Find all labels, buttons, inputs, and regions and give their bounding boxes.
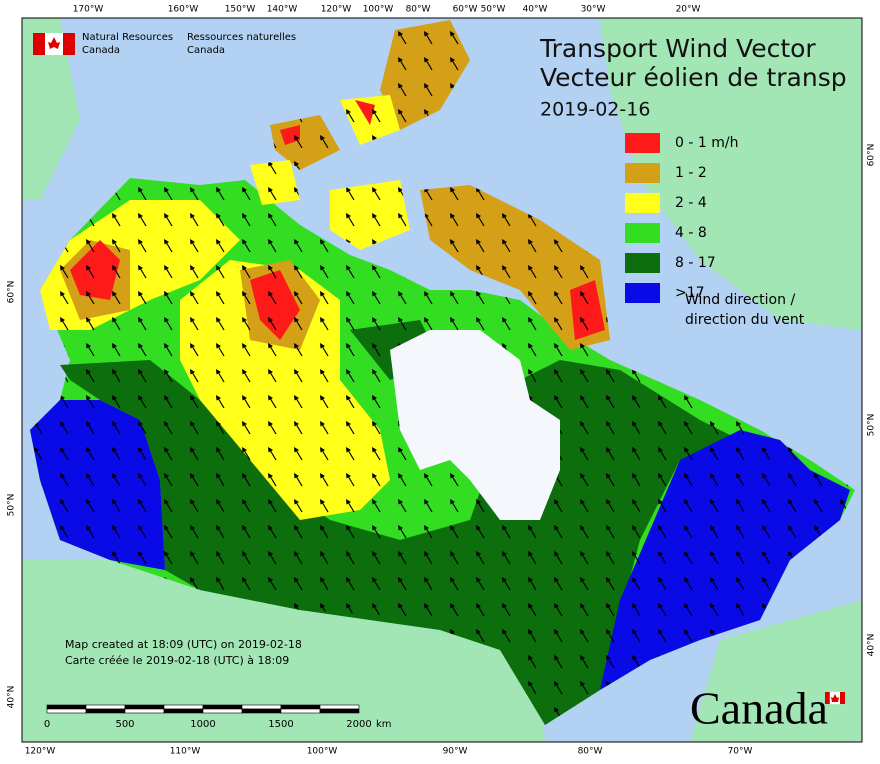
legend-label: >17 bbox=[675, 285, 705, 301]
scale-label: 500 bbox=[115, 719, 134, 730]
legend-swatch bbox=[625, 253, 660, 273]
title: Vecteur éolien de transp bbox=[540, 63, 847, 92]
scale-bar: 0 500 1000 1500 2000 km bbox=[44, 704, 392, 730]
longitude-label: 20°W bbox=[676, 5, 701, 15]
longitude-label: 150°W bbox=[225, 5, 256, 15]
note: Map created at 18:09 (UTC) on 2019-02-18 bbox=[65, 638, 302, 651]
legend-swatch bbox=[625, 193, 660, 213]
legend-swatch bbox=[625, 223, 660, 243]
map-body: Transport Wind Vector Vecteur éolien de … bbox=[22, 18, 862, 742]
latitude-label: 40°N bbox=[867, 634, 877, 657]
scale-segment bbox=[319, 704, 360, 710]
scale-segment bbox=[85, 708, 126, 714]
longitude-label: 60°W bbox=[453, 5, 478, 15]
wind-legend: direction du vent bbox=[685, 312, 805, 328]
legend: Wind direction / direction du vent 0 - 1… bbox=[625, 133, 805, 328]
scale-label: 1500 bbox=[268, 719, 293, 730]
usa bbox=[22, 560, 545, 742]
scale-segment bbox=[85, 704, 126, 710]
longitude-label: 110°W bbox=[170, 747, 201, 757]
greenland bbox=[600, 18, 862, 330]
note: Carte créée le 2019-02-18 (UTC) à 18:09 bbox=[65, 654, 289, 667]
scale-unit: km bbox=[376, 719, 392, 730]
longitude-label: 170°W bbox=[73, 5, 104, 15]
agency-en: Canada bbox=[82, 45, 120, 56]
agency-fr: Ressources naturelles bbox=[187, 32, 296, 43]
latitude-label: 50°N bbox=[867, 414, 877, 437]
scale-segment bbox=[124, 704, 165, 710]
scale-segment bbox=[124, 708, 165, 714]
scale-segment bbox=[241, 708, 282, 714]
longitude-label: 140°W bbox=[267, 5, 298, 15]
longitude-label: 80°W bbox=[406, 5, 431, 15]
usa-east bbox=[690, 600, 862, 742]
scale-segment bbox=[280, 708, 321, 714]
wind-legend: Wind direction / bbox=[685, 292, 795, 308]
scale-segment bbox=[241, 704, 282, 710]
date: 2019-02-16 bbox=[540, 99, 650, 121]
longitude-label: 70°W bbox=[728, 747, 753, 757]
scale-segment bbox=[280, 704, 321, 710]
longitude-label: 30°W bbox=[581, 5, 606, 15]
legend-label: 2 - 4 bbox=[675, 195, 707, 211]
longitude-label: 100°W bbox=[363, 5, 394, 15]
longitude-label: 40°W bbox=[523, 5, 548, 15]
scale-segment bbox=[163, 708, 204, 714]
hudson-bay bbox=[390, 330, 560, 520]
scale-segment bbox=[319, 708, 360, 714]
longitude-label: 120°W bbox=[25, 747, 56, 757]
latitude-label: 40°N bbox=[7, 686, 17, 709]
longitude-label: 90°W bbox=[443, 747, 468, 757]
longitude-label: 120°W bbox=[321, 5, 352, 15]
legend-swatch bbox=[625, 283, 660, 303]
agency-en: Natural Resources bbox=[82, 32, 173, 43]
legend-swatch bbox=[625, 163, 660, 183]
wordmark-text: Canada bbox=[690, 683, 828, 734]
agency-fr: Canada bbox=[187, 45, 225, 56]
nrcan-logo: Natural Resources Canada Ressources natu… bbox=[33, 32, 296, 56]
legend-label: 0 - 1 m/h bbox=[675, 135, 738, 151]
scale-segment bbox=[46, 704, 87, 710]
scale-segment bbox=[202, 708, 243, 714]
scale-label: 0 bbox=[44, 719, 50, 730]
longitude-label: 80°W bbox=[578, 747, 603, 757]
longitude-label: 50°W bbox=[481, 5, 506, 15]
russia bbox=[22, 18, 80, 200]
graticule-labels: 170°W 160°W 150°W 140°W 120°W 100°W 80°W 60°W 50… bbox=[7, 5, 877, 757]
latitude-label: 50°N bbox=[7, 494, 17, 517]
legend-label: 4 - 8 bbox=[675, 225, 707, 241]
scale-segment bbox=[163, 704, 204, 710]
legend-label: 8 - 17 bbox=[675, 255, 716, 271]
latitude-label: 60°N bbox=[7, 281, 17, 304]
scale-segment bbox=[202, 704, 243, 710]
scale-label: 2000 bbox=[346, 719, 371, 730]
scale-segment bbox=[46, 708, 87, 714]
legend-label: 1 - 2 bbox=[675, 165, 707, 181]
latitude-label: 60°N bbox=[867, 144, 877, 167]
longitude-label: 160°W bbox=[168, 5, 199, 15]
legend-swatch bbox=[625, 133, 660, 153]
longitude-label: 100°W bbox=[307, 747, 338, 757]
title: Transport Wind Vector bbox=[539, 34, 816, 63]
frame bbox=[21, 17, 863, 743]
wordmark: Canada bbox=[690, 683, 845, 734]
scale-label: 1000 bbox=[190, 719, 215, 730]
